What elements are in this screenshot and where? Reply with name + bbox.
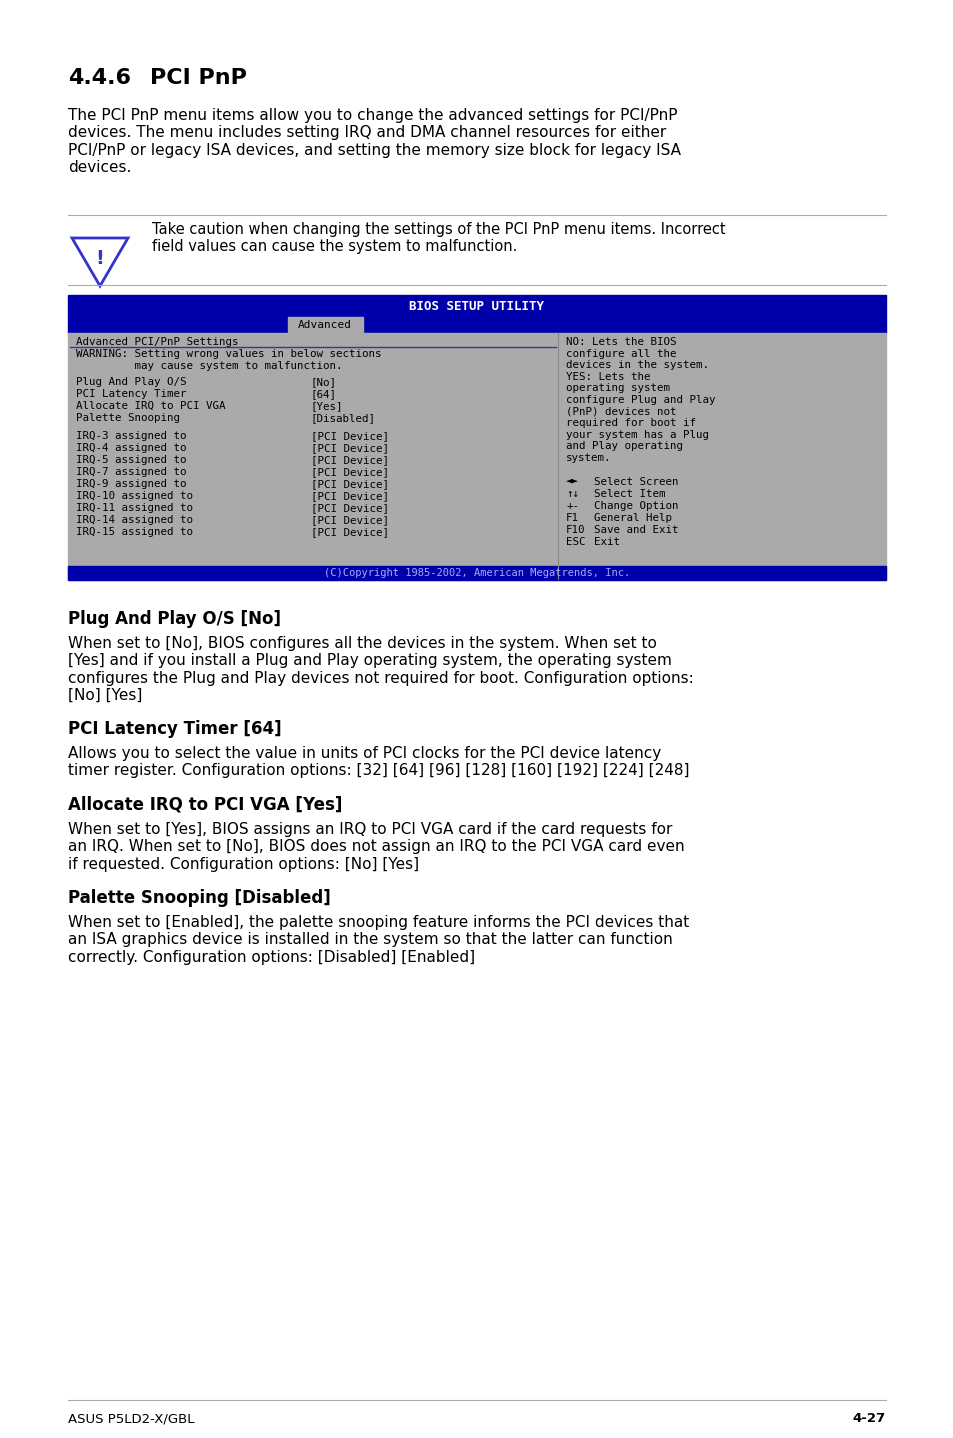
Text: !: ! — [95, 249, 104, 267]
Text: When set to [Enabled], the palette snooping feature informs the PCI devices that: When set to [Enabled], the palette snoop… — [68, 915, 688, 965]
Text: NO: Lets the BIOS
configure all the
devices in the system.
YES: Lets the
operati: NO: Lets the BIOS configure all the devi… — [565, 336, 715, 463]
Text: [PCI Device]: [PCI Device] — [311, 526, 389, 536]
Bar — [68, 567, 885, 580]
Text: Palette Snooping: Palette Snooping — [76, 413, 180, 423]
Text: General Help: General Help — [594, 513, 671, 523]
Text: PCI Latency Timer [64]: PCI Latency Timer [64] — [68, 720, 281, 738]
Text: Palette Snooping [Disabled]: Palette Snooping [Disabled] — [68, 889, 331, 907]
Text: 4.4.6: 4.4.6 — [68, 68, 131, 88]
Text: [Disabled]: [Disabled] — [311, 413, 375, 423]
Text: (C)Copyright 1985-2002, American Megatrends, Inc.: (C)Copyright 1985-2002, American Megatre… — [323, 568, 630, 578]
Text: IRQ-3 assigned to: IRQ-3 assigned to — [76, 431, 186, 441]
Text: IRQ-15 assigned to: IRQ-15 assigned to — [76, 526, 193, 536]
Text: PCI Latency Timer: PCI Latency Timer — [76, 390, 186, 398]
Text: IRQ-9 assigned to: IRQ-9 assigned to — [76, 479, 186, 489]
Text: ESC: ESC — [565, 536, 585, 546]
Text: PCI PnP: PCI PnP — [150, 68, 247, 88]
Text: IRQ-7 assigned to: IRQ-7 assigned to — [76, 467, 186, 477]
Text: [Yes]: [Yes] — [311, 401, 343, 411]
Text: [PCI Device]: [PCI Device] — [311, 503, 389, 513]
Text: [PCI Device]: [PCI Device] — [311, 454, 389, 464]
Text: IRQ-10 assigned to: IRQ-10 assigned to — [76, 490, 193, 500]
Text: Plug And Play O/S: Plug And Play O/S — [76, 377, 186, 387]
Text: [PCI Device]: [PCI Device] — [311, 431, 389, 441]
Text: [PCI Device]: [PCI Device] — [311, 490, 389, 500]
Text: 4-27: 4-27 — [852, 1412, 885, 1425]
Text: [PCI Device]: [PCI Device] — [311, 443, 389, 453]
Text: [No]: [No] — [311, 377, 336, 387]
Text: Select Screen: Select Screen — [594, 477, 678, 487]
Text: IRQ-4 assigned to: IRQ-4 assigned to — [76, 443, 186, 453]
Text: ASUS P5LD2-X/GBL: ASUS P5LD2-X/GBL — [68, 1412, 194, 1425]
Text: WARNING: Setting wrong values in below sections
         may cause system to mal: WARNING: Setting wrong values in below s… — [76, 349, 381, 371]
Text: Advanced: Advanced — [297, 321, 352, 329]
Text: ◄►: ◄► — [565, 477, 578, 487]
Text: When set to [Yes], BIOS assigns an IRQ to PCI VGA card if the card requests for
: When set to [Yes], BIOS assigns an IRQ t… — [68, 823, 684, 871]
Text: Exit: Exit — [594, 536, 619, 546]
Text: Allocate IRQ to PCI VGA [Yes]: Allocate IRQ to PCI VGA [Yes] — [68, 797, 342, 814]
Text: Save and Exit: Save and Exit — [594, 525, 678, 535]
Bar — [68, 334, 885, 580]
Text: IRQ-11 assigned to: IRQ-11 assigned to — [76, 503, 193, 513]
Text: Take caution when changing the settings of the PCI PnP menu items. Incorrect
fie: Take caution when changing the settings … — [152, 221, 725, 255]
Text: Select Item: Select Item — [594, 489, 665, 499]
Text: IRQ-14 assigned to: IRQ-14 assigned to — [76, 515, 193, 525]
Text: [PCI Device]: [PCI Device] — [311, 479, 389, 489]
Text: Change Option: Change Option — [594, 500, 678, 510]
Text: F10: F10 — [565, 525, 585, 535]
Text: Allows you to select the value in units of PCI clocks for the PCI device latency: Allows you to select the value in units … — [68, 746, 689, 778]
Text: IRQ-5 assigned to: IRQ-5 assigned to — [76, 454, 186, 464]
Text: [PCI Device]: [PCI Device] — [311, 467, 389, 477]
Bar — [288, 316, 363, 334]
Text: The PCI PnP menu items allow you to change the advanced settings for PCI/PnP
dev: The PCI PnP menu items allow you to chan… — [68, 108, 680, 175]
Bar — [68, 316, 885, 334]
Text: When set to [No], BIOS configures all the devices in the system. When set to
[Ye: When set to [No], BIOS configures all th… — [68, 636, 693, 703]
Text: ↑↓: ↑↓ — [565, 489, 578, 499]
Text: Allocate IRQ to PCI VGA: Allocate IRQ to PCI VGA — [76, 401, 225, 411]
Text: BIOS SETUP UTILITY: BIOS SETUP UTILITY — [409, 299, 544, 312]
Bar — [68, 295, 885, 316]
Text: [PCI Device]: [PCI Device] — [311, 515, 389, 525]
Text: F1: F1 — [565, 513, 578, 523]
Text: Advanced PCI/PnP Settings: Advanced PCI/PnP Settings — [76, 336, 238, 347]
Text: +-: +- — [565, 500, 578, 510]
Text: Plug And Play O/S [No]: Plug And Play O/S [No] — [68, 610, 281, 628]
Text: [64]: [64] — [311, 390, 336, 398]
